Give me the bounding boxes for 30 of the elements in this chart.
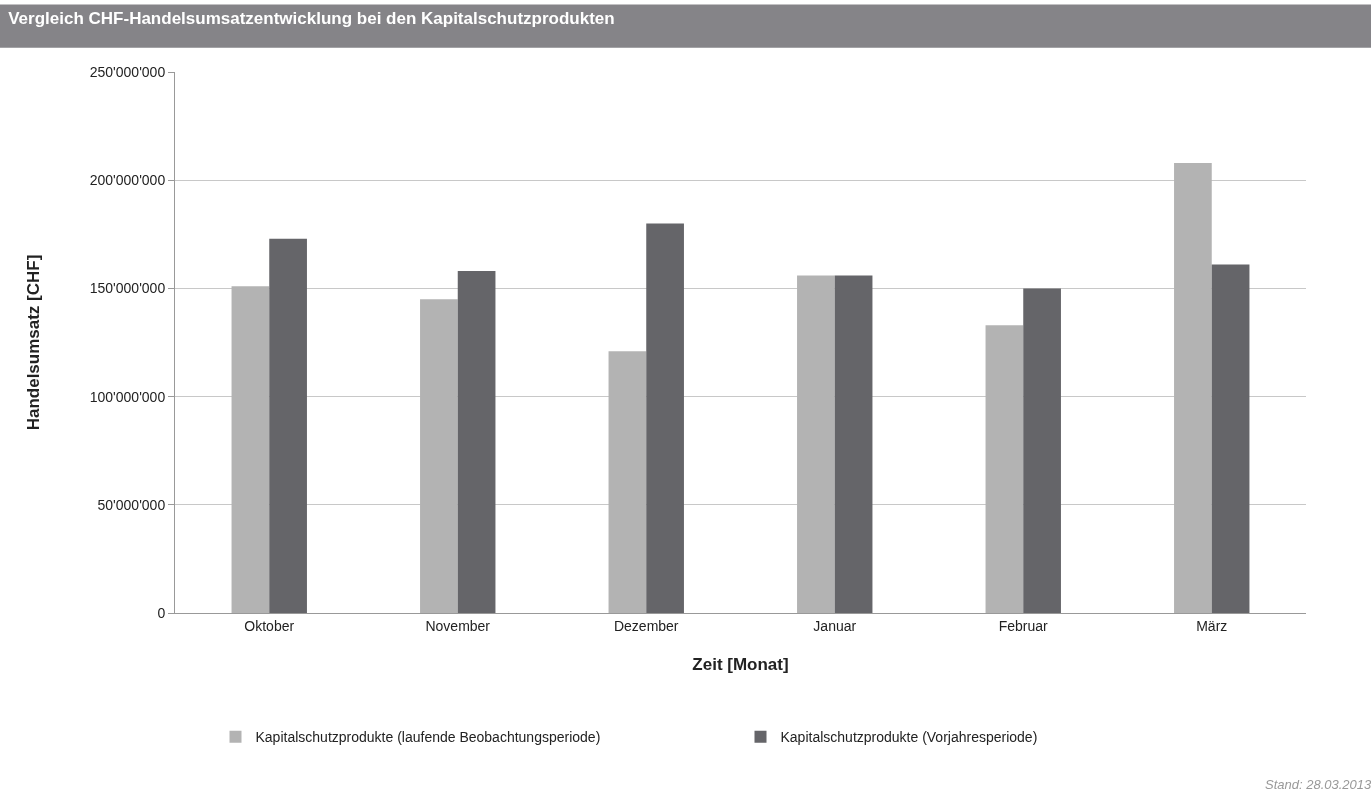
y-tick-label: 50'000'000 (97, 496, 166, 513)
bar (269, 238, 307, 613)
y-tick-label: 200'000'000 (89, 172, 166, 189)
x-tick-label: Januar (813, 617, 857, 634)
bar (1174, 162, 1212, 613)
x-tick-label: Oktober (244, 617, 295, 634)
bar (646, 223, 684, 613)
y-tick-label: 250'000'000 (89, 63, 166, 80)
bar (797, 275, 835, 613)
bar (457, 271, 496, 613)
y-tick-label: 0 (157, 604, 166, 621)
bar (1211, 264, 1250, 613)
legend-label: Kapitalschutzprodukte (Vorjahresperiode) (780, 729, 1038, 746)
bar (834, 275, 873, 613)
text: Stand: 28.03.2013 (1265, 777, 1371, 792)
bar (420, 299, 458, 613)
bar (608, 351, 647, 613)
legend-label: Kapitalschutzprodukte (laufende Beobachtungsperiode) (255, 729, 601, 746)
x-tick-label: November (425, 617, 491, 634)
x-tick-label: März (1196, 617, 1228, 634)
bar (1023, 288, 1061, 613)
bar (231, 286, 270, 613)
y-tick-label: 100'000'000 (89, 388, 166, 405)
bar (985, 325, 1024, 613)
chart-title: Vergleich CHF-Handelsumsatzentwicklung bei den Kapitalschutzprodukten (8, 8, 615, 28)
y-tick-label: 150'000'000 (89, 280, 166, 297)
y-axis-title: Handelsumsatz [CHF] (24, 254, 44, 431)
x-axis-title: Zeit [Monat] (692, 655, 789, 675)
x-tick-label: Februar (998, 617, 1049, 634)
x-tick-label: Dezember (613, 617, 679, 634)
